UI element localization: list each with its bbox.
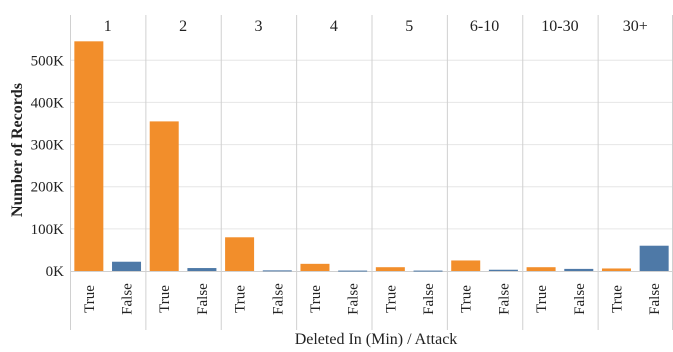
x-category-label: True bbox=[157, 285, 173, 313]
group-label: 30+ bbox=[623, 18, 648, 35]
x-category-label: False bbox=[647, 283, 663, 315]
bar-false bbox=[187, 268, 217, 271]
group-labels: 1 2 3 4 5 6-10 10-30 30+ bbox=[104, 18, 648, 35]
group-separators bbox=[70, 15, 673, 330]
x-category-label: False bbox=[270, 283, 286, 315]
group-label: 3 bbox=[254, 18, 262, 35]
x-category-label: True bbox=[233, 285, 249, 313]
category-labels: True False True False True False True False True… bbox=[82, 283, 663, 315]
y-axis-title: Number of Records bbox=[9, 83, 26, 217]
bars bbox=[74, 41, 669, 272]
bar-true bbox=[375, 267, 405, 271]
bar-true bbox=[74, 41, 104, 272]
y-tick-label: 400K bbox=[31, 95, 65, 111]
x-category-label: False bbox=[572, 283, 588, 315]
x-category-label: True bbox=[609, 285, 625, 313]
group-label: 4 bbox=[330, 18, 338, 35]
bar-false bbox=[262, 270, 292, 272]
bar-true bbox=[526, 267, 556, 271]
bar-true bbox=[225, 237, 255, 271]
group-label: 2 bbox=[179, 18, 187, 35]
bar-false bbox=[112, 261, 142, 271]
x-category-label: False bbox=[496, 283, 512, 315]
x-category-label: True bbox=[534, 285, 550, 313]
y-tick-label: 300K bbox=[31, 138, 65, 154]
group-label: 10-30 bbox=[541, 18, 578, 35]
x-category-label: False bbox=[195, 283, 211, 315]
group-label: 1 bbox=[104, 18, 112, 35]
x-category-label: False bbox=[120, 283, 136, 315]
bar-true bbox=[601, 268, 631, 271]
x-category-label: True bbox=[383, 285, 399, 313]
bar-false bbox=[338, 270, 368, 272]
group-label: 6-10 bbox=[470, 18, 499, 35]
x-category-label: True bbox=[82, 285, 98, 313]
x-category-label: True bbox=[308, 285, 324, 313]
bar-false bbox=[639, 245, 669, 271]
y-tick-label: 100K bbox=[31, 222, 65, 238]
y-tick-labels: 0K 100K 200K 300K 400K 500K bbox=[31, 53, 65, 280]
bar-true bbox=[451, 260, 481, 271]
y-tick-label: 200K bbox=[31, 180, 65, 196]
y-tick-label: 500K bbox=[31, 53, 65, 69]
bar-true bbox=[300, 263, 330, 271]
bar-true bbox=[149, 121, 179, 272]
bar-false bbox=[564, 268, 594, 271]
bar-false bbox=[488, 269, 518, 271]
y-tick-label: 0K bbox=[46, 264, 65, 280]
group-label: 5 bbox=[405, 18, 413, 35]
x-category-label: False bbox=[346, 283, 362, 315]
x-category-label: False bbox=[421, 283, 437, 315]
x-axis-title: Deleted In (Min) / Attack bbox=[295, 331, 458, 348]
x-category-label: True bbox=[459, 285, 475, 313]
bar-false bbox=[413, 270, 443, 272]
